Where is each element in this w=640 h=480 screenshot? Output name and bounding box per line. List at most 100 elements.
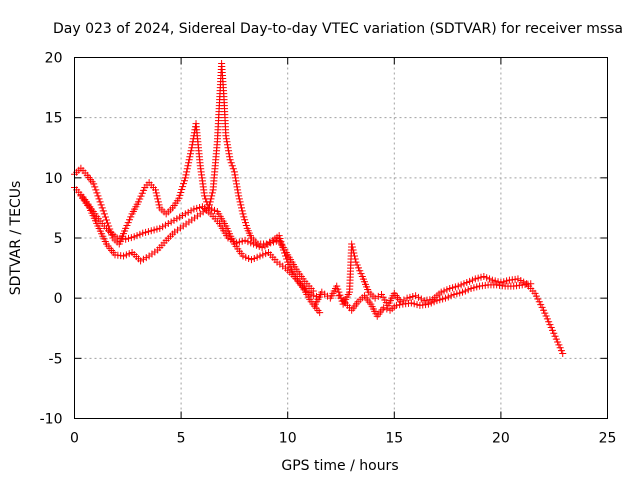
data-point-fill (226, 153, 234, 161)
data-point-fill (348, 243, 356, 251)
data-point-fill (554, 338, 562, 346)
data-point-fill (178, 186, 186, 194)
data-point-fill (543, 315, 551, 323)
y-tick-label: 10 (45, 171, 63, 187)
data-point-fill (262, 250, 270, 258)
data-point-fill (223, 141, 231, 149)
data-point-fill (136, 195, 144, 203)
data-point-fill (356, 267, 364, 275)
data-point-fill (238, 204, 246, 212)
series-2 (77, 192, 324, 317)
data-point-fill (430, 298, 438, 306)
data-point (139, 229, 147, 237)
series-4 (335, 280, 535, 320)
data-point (122, 235, 130, 243)
data-point-fill (137, 192, 145, 200)
data-point (201, 192, 209, 200)
data-point-fill (104, 219, 112, 227)
data-point-fill (124, 219, 132, 227)
data-point (235, 192, 243, 200)
data-point-fill (123, 221, 131, 229)
data-point-fill (153, 225, 161, 233)
series-3 (311, 240, 567, 358)
data-point-fill (180, 177, 188, 185)
series-0 (71, 60, 324, 301)
data-point (90, 180, 98, 188)
data-point-fill (410, 300, 418, 308)
data-point (450, 291, 458, 299)
data-point-fill (261, 242, 269, 250)
data-point (454, 282, 462, 290)
data-point-fill (541, 309, 549, 317)
data-point-fill (237, 201, 245, 209)
data-point-fill (240, 213, 248, 221)
data-point (188, 144, 196, 152)
data-point (156, 224, 164, 232)
data-point-fill (556, 344, 564, 352)
data-point-fill (357, 270, 365, 278)
data-point-fill (550, 329, 558, 337)
data-point-fill (400, 296, 408, 304)
data-point-fill (186, 150, 194, 158)
data-point-fill (234, 189, 242, 197)
data-point (137, 257, 145, 265)
data-point-fill (224, 144, 232, 152)
x-tick-label: 20 (492, 431, 510, 447)
y-tick-label: -10 (40, 412, 63, 428)
data-point (352, 258, 360, 266)
data-point (181, 210, 189, 218)
data-point-fill (350, 249, 358, 257)
data-point-fill (234, 186, 242, 194)
data-point (433, 297, 441, 305)
data-point-fill (154, 195, 162, 203)
data-point (488, 276, 496, 284)
data-point-fill (155, 201, 163, 209)
data-point-fill (185, 156, 193, 164)
data-point (241, 236, 249, 244)
data-point-fill (474, 274, 482, 282)
data-point (371, 294, 379, 302)
data-point-fill (436, 296, 444, 304)
data-point-fill (139, 255, 147, 263)
data-point (412, 292, 420, 300)
data-point-fill (140, 186, 148, 194)
data-point-fill (229, 165, 237, 173)
data-point-fill (242, 253, 250, 261)
data-point-fill (99, 207, 107, 215)
data-point-fill (142, 228, 150, 236)
data-point (437, 288, 445, 296)
data-points (71, 60, 567, 358)
data-point-fill (122, 251, 130, 259)
data-point (152, 186, 160, 194)
data-point-fill (233, 183, 241, 191)
data-point (316, 309, 324, 317)
data-point-fill (443, 286, 451, 294)
data-point-fill (126, 216, 134, 224)
data-point-fill (208, 205, 216, 213)
data-point-fill (150, 226, 158, 234)
y-axis-label: SDTVAR / TECUs (8, 181, 24, 296)
data-point-fill (409, 293, 417, 301)
y-tick-label: 15 (45, 111, 63, 127)
data-point (380, 304, 388, 312)
data-point (527, 280, 535, 288)
data-point-fill (179, 183, 187, 191)
data-point-fill (451, 283, 459, 291)
data-point-fill (183, 168, 191, 176)
data-point-fill (269, 238, 277, 246)
x-axis-label: GPS time / hours (281, 458, 398, 474)
data-point-fill (242, 221, 250, 229)
data-point-fill (503, 277, 511, 285)
data-point (181, 174, 189, 182)
data-point-fill (196, 204, 204, 212)
data-point-fill (548, 326, 556, 334)
data-point (267, 239, 275, 247)
data-point-fill (427, 299, 435, 307)
data-point (239, 210, 247, 218)
data-point (514, 275, 522, 283)
data-point (309, 287, 317, 295)
data-point-fill (106, 225, 114, 233)
data-point-fill (182, 171, 190, 179)
data-point (424, 300, 432, 308)
data-point-fill (417, 295, 425, 303)
